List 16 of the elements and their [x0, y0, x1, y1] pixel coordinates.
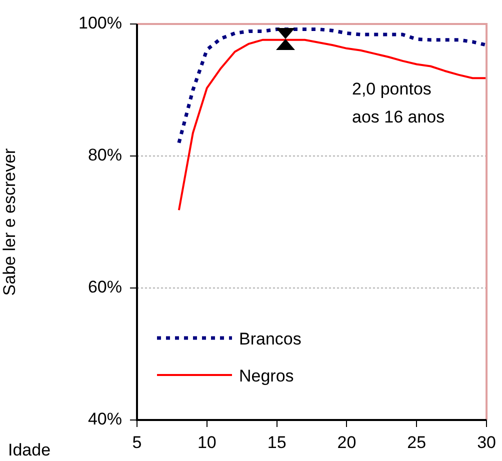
y-tick-label: 60% — [88, 278, 122, 297]
x-tick-label: 15 — [267, 432, 286, 452]
annotation: 2,0 pontos aos 16 anos — [352, 80, 445, 127]
line-series — [177, 28, 487, 145]
legend-label: Negros — [239, 366, 294, 386]
x-axis-title: Idade — [8, 440, 51, 460]
x-tick-label: 10 — [197, 432, 216, 452]
legend-label: Brancos — [239, 330, 302, 349]
x-tick-label: 20 — [337, 432, 356, 452]
x-tick-label: 25 — [407, 432, 426, 452]
x-tick-label: 5 — [132, 432, 142, 452]
y-tick-label: 80% — [88, 146, 122, 165]
y-axis-title: Sabe ler e escrever — [0, 148, 19, 296]
y-tick-label: 100% — [78, 14, 122, 33]
x-tick-label: 30 — [477, 432, 496, 452]
y-tick-label: 40% — [88, 410, 122, 429]
